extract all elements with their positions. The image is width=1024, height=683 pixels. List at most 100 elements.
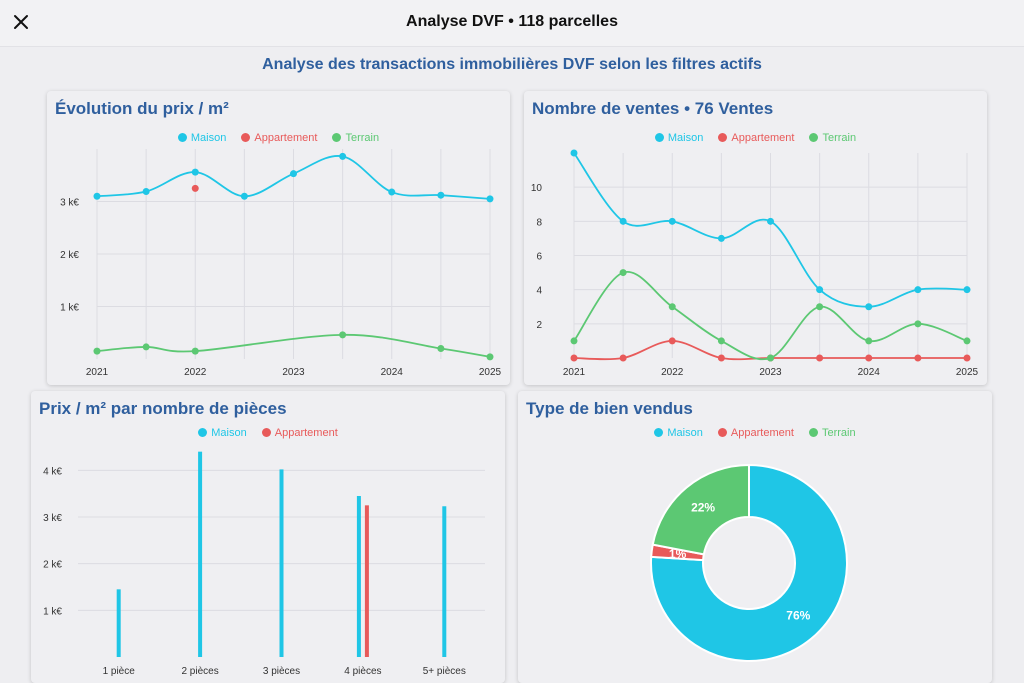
bar-maison [442, 506, 447, 657]
data-point-appartement [191, 184, 199, 192]
legend-item-terrain[interactable]: Terrain [808, 427, 856, 439]
bar-maison [279, 469, 284, 657]
legend-label: Maison [190, 132, 227, 144]
data-point-maison [914, 286, 922, 294]
bar-appartement [364, 505, 369, 657]
data-point-terrain [191, 347, 199, 355]
data-point-terrain [142, 343, 150, 351]
chart-card-sales-count: Nombre de ventes • 76 Ventes Maison Appa… [524, 91, 987, 385]
sales-count-plot: 2 4 6 8 10 2021 2022 2023 2024 2025 [531, 149, 979, 378]
x-tick-label: 4 pièces [344, 666, 381, 677]
window-title: Analyse DVF • 118 parcelles [406, 13, 618, 30]
data-point-maison [339, 152, 347, 160]
legend-label: Appartement [274, 427, 338, 439]
chart-title: Évolution du prix / m² [55, 99, 229, 118]
data-point-maison [570, 149, 578, 157]
y-tick-label: 4 k€ [43, 466, 62, 477]
data-point-maison [717, 234, 725, 242]
data-point-maison [191, 168, 199, 176]
legend-label: Terrain [821, 427, 856, 439]
data-point-terrain [486, 353, 494, 361]
data-point-maison [816, 286, 824, 294]
data-point-maison [486, 195, 494, 203]
legend-dot [198, 428, 208, 437]
data-point-terrain [717, 337, 725, 345]
data-point-maison [240, 192, 248, 200]
x-tick-label: 3 pièces [263, 666, 300, 677]
data-point-appartement [668, 337, 676, 345]
legend-label: Maison [667, 427, 703, 439]
data-point-appartement [570, 354, 578, 362]
legend-item-terrain[interactable]: Terrain [809, 132, 856, 144]
legend-label: Maison [667, 132, 704, 144]
legend-item-maison[interactable]: Maison [654, 132, 704, 144]
legend-dot [808, 428, 818, 437]
legend-dot [809, 133, 819, 142]
x-tick-label: 2024 [858, 367, 881, 378]
y-tick-label: 10 [531, 183, 543, 194]
grid [573, 153, 968, 358]
legend-item-maison[interactable]: Maison [177, 132, 227, 144]
x-tick-label: 2025 [956, 367, 979, 378]
x-tick-label: 2021 [86, 367, 109, 378]
x-tick-label: 2022 [661, 367, 684, 378]
chart-card-price-evolution: Évolution du prix / m² Maison Appartemen… [47, 91, 510, 385]
data-point-terrain [865, 337, 873, 345]
close-button[interactable] [10, 11, 32, 33]
chart-title: Prix / m² par nombre de pièces [39, 399, 287, 418]
legend-label: Terrain [822, 132, 857, 144]
chart-legend: Maison Appartement Terrain [524, 132, 987, 144]
legend-item-appartement[interactable]: Appartement [241, 132, 317, 144]
chart-legend: Maison Appartement Terrain [47, 132, 510, 144]
bar-maison [116, 589, 121, 657]
legend-label: Appartement [254, 132, 318, 144]
donut-value-label: 76% [786, 608, 810, 622]
legend-label: Appartement [730, 427, 794, 439]
y-tick-label: 8 [536, 217, 542, 228]
y-tick-label: 3 k€ [43, 513, 62, 524]
chart-legend: Maison Appartement Terrain [518, 427, 992, 439]
data-point-maison [619, 217, 627, 225]
x-tick-label: 2022 [184, 367, 207, 378]
legend-item-appartement[interactable]: Appartement [261, 427, 338, 439]
y-tick-label: 2 [536, 320, 542, 331]
data-point-terrain [437, 345, 445, 352]
legend-dot [718, 133, 728, 142]
data-point-terrain [816, 303, 824, 311]
y-tick-label: 1 k€ [43, 606, 62, 617]
data-point-maison [388, 188, 396, 196]
legend-dot [332, 133, 342, 142]
data-point-maison [767, 217, 774, 225]
data-point-maison [668, 217, 676, 225]
legend-dot [241, 133, 251, 142]
legend-label: Terrain [345, 132, 380, 144]
data-point-appartement [865, 354, 873, 362]
x-tick-label: 2 pièces [181, 666, 218, 677]
price-by-rooms-plot: 1 k€ 2 k€ 3 k€ 4 k€ 1 pièce 2 pièces 3 pièces 4… [43, 451, 485, 677]
chart-card-property-types: Type de bien vendus Maison Appartement T… [518, 391, 992, 683]
legend-item-maison[interactable]: Maison [654, 427, 703, 439]
bar-maison [356, 496, 361, 657]
legend-item-appartement[interactable]: Appartement [718, 132, 794, 144]
y-tick-label: 2 k€ [60, 250, 79, 261]
legend-dot [717, 428, 727, 437]
top-bar: Analyse DVF • 118 parcelles [0, 0, 1024, 47]
x-tick-label: 1 pièce [103, 666, 136, 677]
x-tick-label: 2023 [282, 367, 305, 378]
data-point-maison [865, 303, 873, 311]
legend-item-appartement[interactable]: Appartement [717, 427, 794, 439]
data-point-appartement [914, 354, 922, 362]
y-tick-label: 2 k€ [43, 560, 62, 571]
legend-item-maison[interactable]: Maison [198, 427, 247, 439]
legend-dot [654, 428, 664, 437]
y-tick-label: 4 [536, 286, 542, 297]
x-tick-label: 2024 [381, 367, 404, 378]
data-point-terrain [914, 320, 922, 328]
x-tick-label: 2021 [563, 367, 586, 378]
legend-label: Appartement [731, 132, 795, 144]
donut-slice-terrain [651, 463, 750, 556]
legend-label: Maison [211, 427, 247, 439]
legend-item-terrain[interactable]: Terrain [332, 132, 379, 144]
data-point-maison [142, 188, 150, 196]
data-point-maison [437, 191, 445, 199]
